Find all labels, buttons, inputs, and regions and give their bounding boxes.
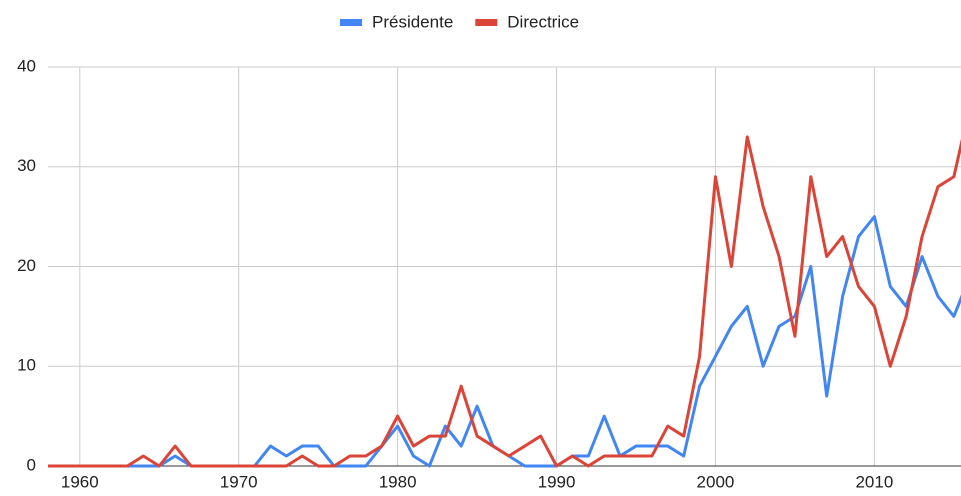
x-tick-label: 1960: [61, 472, 99, 491]
legend-swatch: [340, 19, 362, 26]
x-tick-label: 2000: [697, 472, 735, 491]
y-tick-label: 20: [17, 256, 36, 275]
legend-label: Directrice: [507, 12, 579, 31]
legend-swatch: [475, 19, 498, 26]
x-tick-label: 2010: [855, 472, 893, 491]
y-tick-label: 40: [17, 56, 36, 75]
y-tick-label: 10: [17, 356, 36, 375]
x-tick-label: 1980: [379, 472, 417, 491]
y-tick-label: 30: [17, 156, 36, 175]
x-tick-label: 1970: [220, 472, 258, 491]
series-line: [48, 215, 961, 468]
series-line: [48, 135, 961, 468]
legend-label: Présidente: [372, 12, 453, 31]
x-tick-label: 1990: [538, 472, 576, 491]
y-tick-label: 0: [27, 455, 36, 474]
